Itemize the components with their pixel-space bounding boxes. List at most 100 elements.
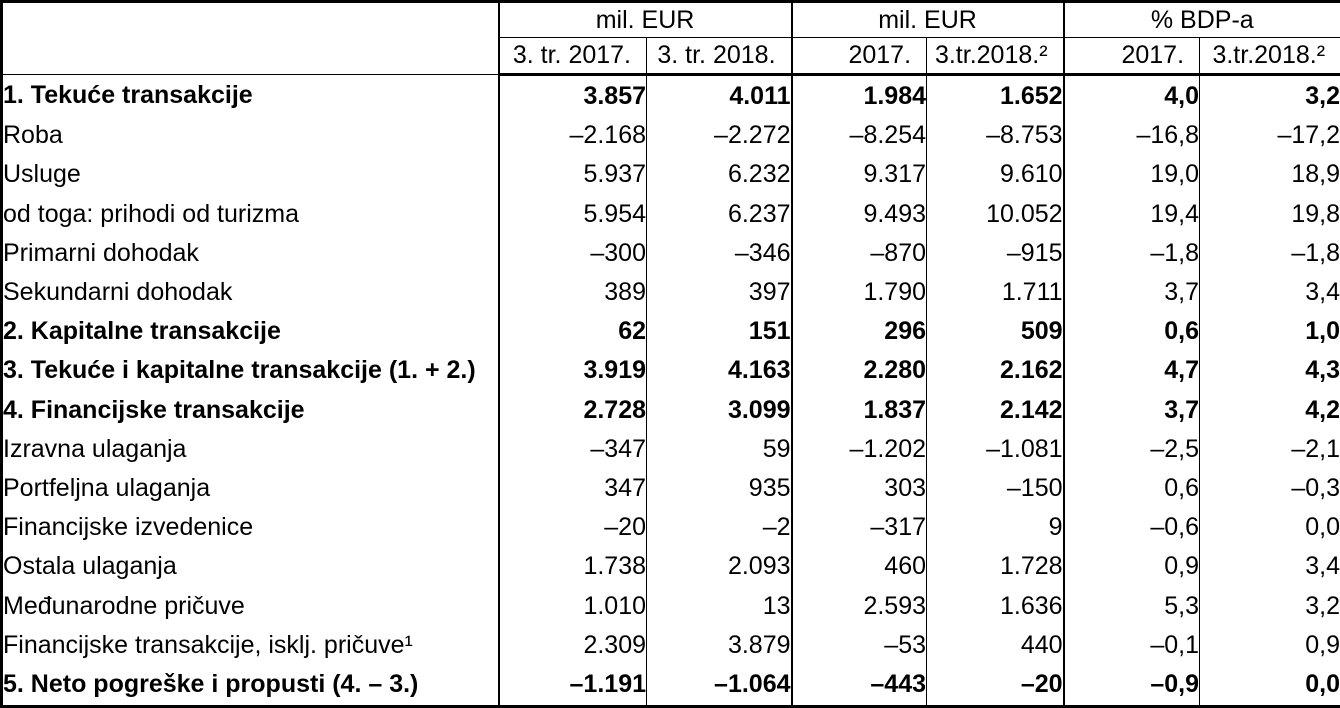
row-label: Portfeljna ulaganja	[3, 473, 211, 502]
cell-value: 2.280	[790, 351, 927, 391]
column-header: 3.tr.2018.²	[926, 37, 1064, 76]
cell-value: –2.168	[497, 116, 647, 156]
cell-value: 151	[645, 312, 792, 352]
row-label: Primarni dohodak	[3, 238, 199, 267]
table-row: 4. Financijske transakcije 2.728 3.099 1.83…	[2, 390, 1340, 430]
cell-value: 10.052	[926, 194, 1064, 234]
cell-value: 0,9	[1199, 625, 1340, 665]
table-row: Međunarodne pričuve 1.010 13 2.593 1.636 5,3 3…	[2, 586, 1340, 626]
cell-value: –53	[790, 625, 927, 665]
table-body: 1. Tekuće transakcije 3.857 4.011 1.984 1.65…	[2, 74, 1340, 707]
cell-value: –346	[645, 233, 792, 273]
cell-value: 935	[645, 468, 792, 509]
table-row: Roba –2.168 –2.272 –8.254 –8.753 –16,8 –17,2	[2, 116, 1340, 156]
cell-value: –870	[790, 233, 927, 273]
cell-value: –0,1	[1062, 625, 1200, 665]
cell-value: –17,2	[1199, 116, 1340, 156]
cell-value: –1.191	[497, 664, 647, 707]
cell-value: 4.011	[645, 74, 792, 117]
cell-value: 0,6	[1062, 312, 1200, 352]
row-label: Usluge	[3, 160, 81, 189]
table-row: Financijske transakcije, isklj. pričuve¹…	[2, 625, 1340, 665]
cell-value: 1.652	[926, 74, 1064, 117]
cell-value: –2	[645, 508, 792, 548]
table-row: Financijske izvedenice –20 –2 –317 9 –0,6 0,0	[2, 508, 1340, 548]
cell-value: 3.879	[645, 625, 792, 665]
cell-value: 509	[926, 312, 1064, 352]
cell-value: 62	[497, 312, 647, 352]
unit-header-mil-eur-quarterly: mil. EUR	[497, 1, 792, 38]
row-label: Izravna ulaganja	[3, 434, 187, 463]
cell-value: 59	[645, 429, 792, 469]
cell-value: 2.162	[926, 351, 1064, 391]
table-row: Primarni dohodak –300 –346 –870 –915 –1,8 –1,8	[2, 233, 1340, 273]
row-label: 3. Tekuće i kapitalne transakcije (1. + …	[3, 356, 476, 385]
cell-value: –8.753	[926, 116, 1064, 156]
cell-value: –20	[926, 664, 1064, 707]
cell-value: –1.064	[645, 664, 792, 707]
cell-value: 440	[926, 625, 1064, 665]
cell-value: 3,2	[1199, 586, 1340, 626]
cell-value: –1.081	[926, 429, 1064, 469]
table-row: Usluge 5.937 6.232 9.317 9.610 19,0 18,9	[2, 155, 1340, 195]
cell-value: 347	[497, 468, 647, 509]
cell-value: –16,8	[1062, 116, 1200, 156]
cell-value: 303	[790, 468, 927, 509]
cell-value: 4,0	[1062, 74, 1200, 117]
table-row: 2. Kapitalne transakcije 62 151 296 509 0,6 1,…	[2, 312, 1340, 352]
column-header: 3. tr. 2018.	[645, 37, 792, 76]
cell-value: –0,6	[1062, 508, 1200, 548]
unit-header-mil-eur-annual: mil. EUR	[790, 1, 1064, 38]
cell-value: 4.163	[645, 351, 792, 391]
cell-value: 3,4	[1199, 272, 1340, 313]
cell-value: –1.202	[790, 429, 927, 469]
column-header: 3.tr.2018.²	[1199, 37, 1340, 76]
cell-value: 1.837	[790, 390, 927, 430]
cell-value: 460	[790, 547, 927, 587]
cell-value: 2.728	[497, 390, 647, 430]
cell-value: –0,3	[1199, 468, 1340, 509]
cell-value: 5.937	[497, 155, 647, 195]
cell-value: 3,2	[1199, 74, 1340, 117]
row-label: Roba	[3, 121, 63, 150]
cell-value: –1,8	[1199, 233, 1340, 273]
row-label: 1. Tekuće transakcije	[3, 81, 253, 110]
cell-value: 3,7	[1062, 390, 1200, 430]
cell-value: 2.093	[645, 547, 792, 587]
cell-value: 9.493	[790, 194, 927, 234]
cell-value: 0,0	[1199, 664, 1340, 707]
column-header: 2017.	[1062, 37, 1200, 76]
unit-header-pct-gdp: % BDP-a	[1062, 1, 1340, 38]
cell-value: 296	[790, 312, 927, 352]
cell-value: –0,9	[1062, 664, 1200, 707]
cell-value: 3,7	[1062, 272, 1200, 313]
cell-value: 6.237	[645, 194, 792, 234]
row-label: 5. Neto pogreške i propusti (4. – 3.)	[3, 670, 419, 699]
cell-value: –20	[497, 508, 647, 548]
row-label: 2. Kapitalne transakcije	[3, 317, 281, 346]
cell-value: 1.984	[790, 74, 927, 117]
cell-value: 389	[497, 272, 647, 313]
cell-value: 0,6	[1062, 468, 1200, 509]
table-row: 3. Tekuće i kapitalne transakcije (1. + …	[2, 351, 1340, 391]
cell-value: 397	[645, 272, 792, 313]
row-label: Međunarodne pričuve	[3, 591, 245, 620]
cell-value: 19,8	[1199, 194, 1340, 234]
cell-value: –2,1	[1199, 429, 1340, 469]
cell-value: –1,8	[1062, 233, 1200, 273]
cell-value: 1.010	[497, 586, 647, 626]
cell-value: 2.142	[926, 390, 1064, 430]
table-row: 1. Tekuće transakcije 3.857 4.011 1.984 1.65…	[2, 74, 1340, 117]
cell-value: 1.738	[497, 547, 647, 587]
cell-value: 2.593	[790, 586, 927, 626]
cell-value: 4,7	[1062, 351, 1200, 391]
unit-header-row: mil. EUR mil. EUR % BDP-a	[1, 1, 1340, 75]
cell-value: 2.309	[497, 625, 647, 665]
cell-value: 5.954	[497, 194, 647, 234]
table-row: Ostala ulaganja 1.738 2.093 460 1.728 0,9 3,4	[2, 547, 1340, 587]
cell-value: 3.919	[497, 351, 647, 391]
row-label: 4. Financijske transakcije	[3, 395, 305, 424]
cell-value: 9.317	[790, 155, 927, 195]
cell-value: 9.610	[926, 155, 1064, 195]
